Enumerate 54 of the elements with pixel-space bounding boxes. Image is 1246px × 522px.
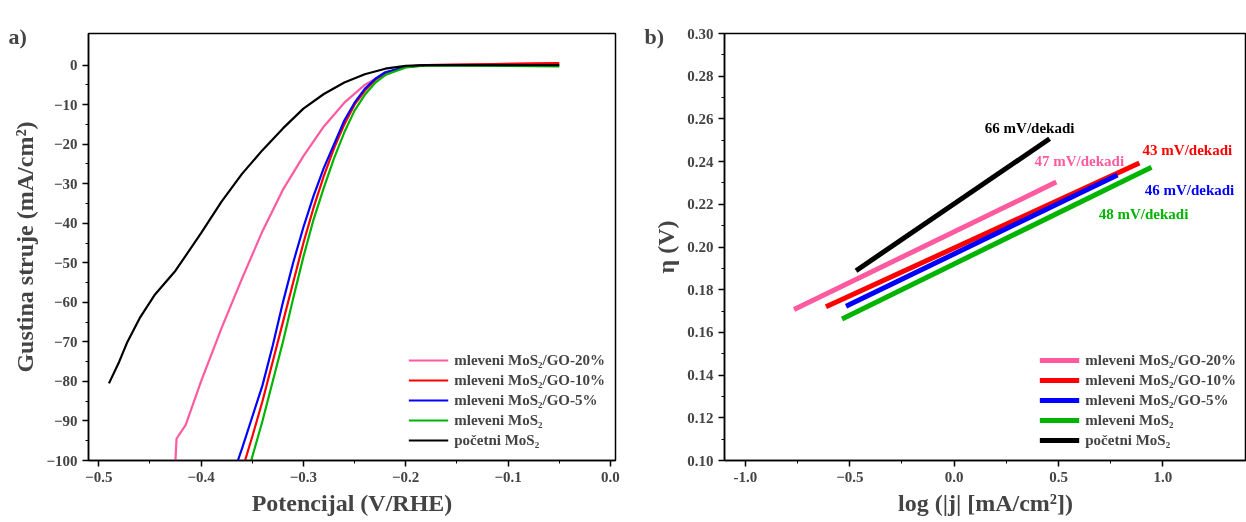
x-tick-label: −0.5 — [836, 468, 864, 485]
legend-label: početni MoS₂ — [454, 430, 540, 450]
legend-label: mleveni MoS₂/GO-20% — [454, 350, 605, 370]
y-tick-label: 0 — [70, 57, 78, 74]
y-tick-label: 0.26 — [687, 110, 714, 127]
y-tick-label: −20 — [53, 136, 78, 153]
x-tick-label: −0.4 — [187, 468, 216, 485]
y-tick-label: −10 — [53, 96, 78, 113]
annotation: 66 mV/dekadi — [984, 119, 1075, 136]
y-tick-label: −60 — [53, 294, 78, 311]
annotation: 47 mV/dekadi — [1034, 153, 1125, 170]
annotation: 46 mV/dekadi — [1144, 182, 1235, 199]
annotation: 48 mV/dekadi — [1098, 206, 1189, 223]
y-axis-title: Gustina struje (mA/cm²) — [12, 121, 39, 373]
legend-label: mleveni MoS₂/GO-5% — [454, 390, 598, 410]
y-tick-label: −100 — [46, 452, 78, 469]
legend-label: mleveni MoS₂/GO-5% — [1085, 390, 1229, 410]
legend-label: mleveni MoS₂ — [1085, 410, 1174, 430]
y-tick-label: 0.30 — [687, 25, 714, 42]
y-tick-label: 0.20 — [687, 239, 714, 255]
x-tick-label: −0.3 — [289, 468, 318, 485]
y-tick-label: −70 — [53, 333, 78, 350]
x-axis-title: Potencijal (V/RHE) — [251, 489, 453, 516]
legend-label: mleveni MoS₂ — [454, 410, 543, 430]
annotation: 43 mV/dekadi — [1142, 142, 1233, 159]
y-tick-label: 0.14 — [687, 367, 714, 384]
y-tick-label: 0.22 — [687, 196, 714, 213]
y-tick-label: −50 — [53, 254, 78, 271]
legend-label: mleveni MoS₂/GO-20% — [1085, 350, 1236, 370]
chart-title: a) — [8, 23, 27, 49]
legend-label: početni MoS₂ — [1085, 430, 1171, 450]
y-tick-label: 0.28 — [687, 68, 714, 85]
y-tick-label: 0.24 — [687, 153, 714, 170]
x-tick-label: −0.2 — [392, 468, 420, 485]
x-tick-label: -1.0 — [733, 468, 758, 485]
x-tick-label: 1.0 — [1153, 468, 1173, 485]
y-tick-label: 0.16 — [687, 324, 714, 341]
x-axis-title: log (|j| [mA/cm²]) — [897, 489, 1074, 516]
x-tick-label: 0.0 — [944, 468, 964, 485]
y-tick-label: −40 — [53, 215, 78, 232]
y-tick-label: 0.12 — [687, 409, 714, 426]
x-tick-label: −0.5 — [85, 468, 113, 485]
y-tick-label: −30 — [53, 175, 78, 192]
y-tick-label: −80 — [53, 373, 78, 390]
legend-label: mleveni MoS₂/GO-10% — [454, 370, 605, 390]
x-tick-label: 0.5 — [1049, 468, 1068, 485]
y-tick-label: −90 — [53, 412, 78, 429]
y-axis-title: η (V) — [653, 220, 680, 274]
y-tick-label: 0.10 — [687, 452, 714, 469]
x-tick-label: 0.0 — [601, 468, 620, 485]
x-tick-label: −0.1 — [494, 468, 522, 485]
legend-label: mleveni MoS₂/GO-10% — [1085, 370, 1236, 390]
y-tick-label: 0.18 — [687, 281, 714, 298]
chart-title: b) — [644, 23, 665, 49]
